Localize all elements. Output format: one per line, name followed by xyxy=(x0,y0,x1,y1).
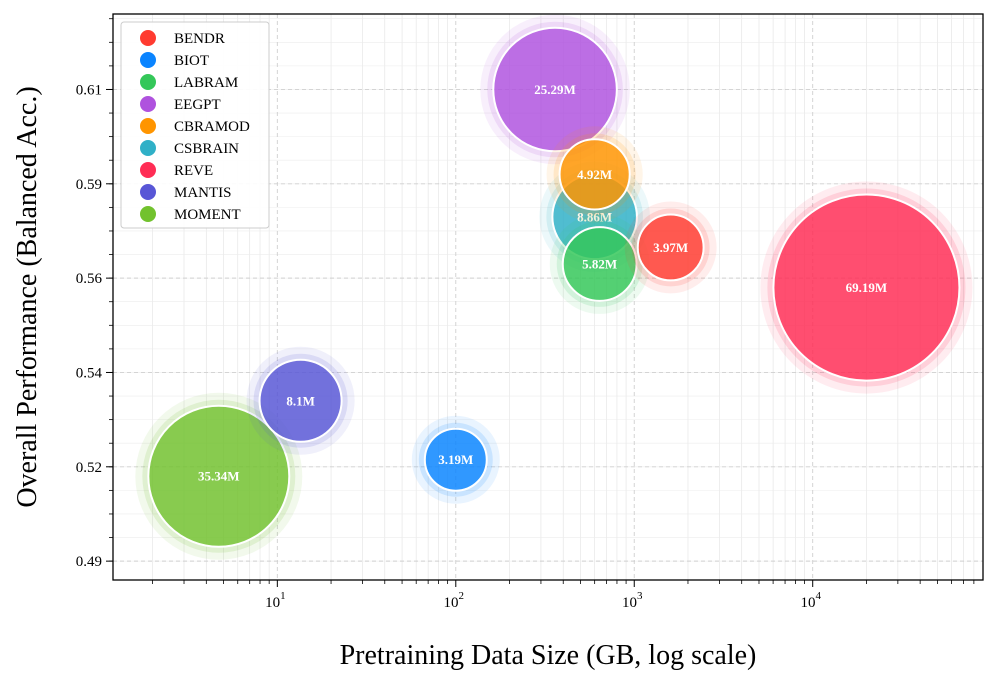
bubble-moment: 35.34M xyxy=(135,392,303,560)
legend-item-labram: LABRAM xyxy=(140,74,238,91)
legend-marker xyxy=(140,162,156,178)
legend-label: CBRAMOD xyxy=(174,119,250,135)
bubble-point xyxy=(423,427,488,492)
bubble-mantis: 8.1M xyxy=(246,346,355,455)
legend-marker xyxy=(140,118,156,134)
legend-item-biot: BIOT xyxy=(140,52,209,69)
legend-marker xyxy=(140,30,156,46)
bubble-param-label: 8.1M xyxy=(286,393,315,408)
x-tick-label: 104 xyxy=(800,590,821,611)
bubble-labram: 5.82M xyxy=(549,214,650,314)
legend-item-moment: MOMENT xyxy=(140,206,241,223)
legend-label: MOMENT xyxy=(174,207,241,223)
bubble-point xyxy=(636,213,705,282)
legend-marker xyxy=(140,96,156,112)
y-tick-label: 0.59 xyxy=(76,177,102,193)
legend-marker xyxy=(140,184,156,200)
legend-label: EEGPT xyxy=(174,97,221,113)
legend-item-csbrain: CSBRAIN xyxy=(140,140,239,157)
legend-label: BENDR xyxy=(174,31,225,47)
x-tick-label: 103 xyxy=(622,590,643,611)
y-tick-label: 0.49 xyxy=(76,554,102,570)
y-tick-label: 0.61 xyxy=(76,82,102,98)
bubble-point xyxy=(147,404,291,548)
bubble-bendr: 3.97M xyxy=(624,201,717,294)
y-axis-title: Overall Performance (Balanced Acc.) xyxy=(12,86,43,507)
legend-label: CSBRAIN xyxy=(174,141,239,157)
legend-marker xyxy=(140,74,156,90)
legend-item-cbramod: CBRAMOD xyxy=(140,118,250,135)
bubble-cbramod: 4.92M xyxy=(546,126,643,223)
bubble-point xyxy=(772,193,961,382)
bubble-param-label: 35.34M xyxy=(198,469,240,484)
bubble-param-label: 8.86M xyxy=(577,209,612,224)
legend-item-eegpt: EEGPT xyxy=(140,96,221,113)
bubble-reve: 69.19M xyxy=(760,181,973,394)
legend-label: LABRAM xyxy=(174,75,238,91)
legend-marker xyxy=(140,206,156,222)
legend-label: REVE xyxy=(174,163,213,179)
bubble-param-label: 69.19M xyxy=(846,280,888,295)
bubble-point xyxy=(492,26,618,153)
bubble-point xyxy=(561,226,638,302)
x-tick-label: 101 xyxy=(265,590,286,611)
legend-label: MANTIS xyxy=(174,185,232,201)
axis-ticks: 101 102 103 104 0.49 0.52 0.54 0.56 0.59 0.61 xyxy=(76,18,975,611)
legend: BENDR BIOT LABRAM EEGPT CBRAMOD CSBRAIN REVE MA… xyxy=(120,21,270,229)
legend-item-reve: REVE xyxy=(140,162,213,179)
legend-box xyxy=(120,21,270,229)
y-tick-label: 0.52 xyxy=(76,460,102,476)
x-tick-label: 102 xyxy=(444,590,465,611)
legend-marker xyxy=(140,52,156,68)
bubble-layer: 69.19M 35.34M 25.29M 8.86M 8.1M 5.82M 4.92M 3.9… xyxy=(135,14,973,560)
y-tick-label: 0.54 xyxy=(76,365,103,381)
bubble-param-label: 5.82M xyxy=(582,256,617,271)
bubble-point xyxy=(558,138,631,211)
legend-marker xyxy=(140,140,156,156)
bubble-point xyxy=(258,358,343,443)
bubble-param-label: 25.29M xyxy=(534,82,576,97)
bubble-eegpt: 25.29M xyxy=(480,14,630,165)
bubble-param-label: 4.92M xyxy=(577,167,612,182)
x-axis-title: Pretraining Data Size (GB, log scale) xyxy=(340,640,757,671)
legend-item-bendr: BENDR xyxy=(140,30,225,47)
legend-label: BIOT xyxy=(174,53,209,69)
bubble-param-label: 3.19M xyxy=(438,452,473,467)
bubble-biot: 3.19M xyxy=(411,415,500,504)
plot-frame xyxy=(112,13,984,581)
legend-item-mantis: MANTIS xyxy=(140,184,232,201)
y-tick-label: 0.56 xyxy=(76,271,103,287)
bubble-param-label: 3.97M xyxy=(653,240,688,255)
